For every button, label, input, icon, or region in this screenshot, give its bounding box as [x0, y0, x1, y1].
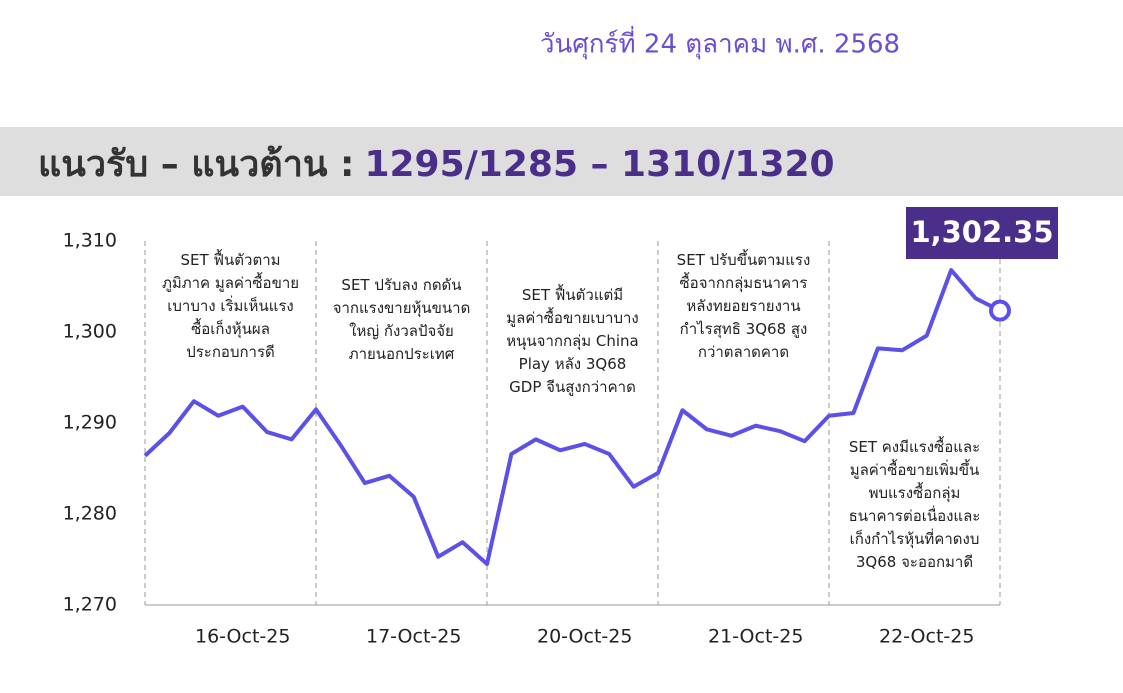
value-label-bg [906, 207, 1058, 259]
annotation-line: Play หลัง 3Q68 [519, 355, 627, 373]
annotation-line: ธนาคารต่อเนื่องและ [849, 505, 981, 525]
y-tick-label: 1,310 [63, 230, 117, 252]
annotation: SET คงมีแรงซื้อและมูลค่าซื้อขายเพิ่มขึ้น… [849, 436, 981, 571]
annotation-line: ซื้อเก็งหุ้นผล [191, 318, 270, 339]
annotation-line: ภายนอกประเทศ [349, 345, 455, 363]
banner-bg [0, 127, 1123, 196]
banner: แนวรับ – แนวต้าน :1295/1285 – 1310/1320 [38, 144, 835, 185]
annotation-line: มูลค่าซื้อขายเบาบาง [506, 307, 639, 327]
annotation-line: ประกอบการดี [186, 343, 275, 361]
x-tick-label: 17-Oct-25 [366, 626, 461, 648]
annotation-line: มูลค่าซื้อขายเพิ่มขึ้น [850, 459, 980, 479]
x-tick-label: 21-Oct-25 [708, 626, 803, 648]
annotation-line: หนุนจากกลุ่ม China [506, 332, 638, 351]
x-tick-label: 22-Oct-25 [879, 626, 974, 648]
last-point [989, 299, 1011, 322]
annotation-line: จากแรงขายหุ้นขนาด [333, 299, 471, 318]
annotation-line: SET คงมีแรงซื้อและ [849, 436, 980, 456]
annotation-line: พบแรงซื้อกลุ่ม [869, 482, 961, 503]
annotation-line: เก็งกำไรหุ้นที่คาดงบ [850, 528, 980, 549]
annotation-line: กำไรสุทธิ 3Q68 สูง [680, 320, 808, 339]
annotation-line: 3Q68 จะออกมาดี [856, 553, 973, 571]
annotation: SET ปรับลง กดดันจากแรงขายหุ้นขนาดใหญ่ กั… [333, 276, 471, 363]
y-tick-label: 1,280 [63, 503, 117, 525]
value-label: 1,302.35 [910, 215, 1053, 249]
price-line [143, 268, 1001, 567]
annotation-line: ซื้อจากกลุ่มธนาคาร [680, 272, 808, 293]
x-tick-label: 16-Oct-25 [195, 626, 290, 648]
y-tick-label: 1,300 [63, 321, 117, 343]
y-tick-label: 1,270 [63, 594, 117, 616]
date: วันศุกร์ที่ 24 ตุลาคม พ.ศ. 2568 [540, 26, 900, 60]
annotation: SET ฟื้นตัวตามภูมิภาค มูลค่าซื้อขายเบาบา… [162, 249, 299, 361]
banner-levels: 1295/1285 – 1310/1320 [364, 144, 834, 185]
annotation-line: SET ปรับขึ้นตามแรง [677, 249, 811, 269]
y-tick-label: 1,290 [63, 412, 117, 434]
x-tick-label: 20-Oct-25 [537, 626, 632, 648]
annotation-line: GDP จีนสูงกว่าคาด [509, 378, 636, 396]
annotation-line: หลังทยอยรายงาน [686, 297, 800, 315]
annotation-line: SET ฟื้นตัวตาม [180, 249, 280, 269]
annotation-line: กว่าตลาดคาด [698, 343, 789, 361]
annotation-line: ใหญ่ กังวลปัจจัย [349, 322, 454, 340]
annotation: SET ฟื้นตัวแต่มีมูลค่าซื้อขายเบาบางหนุนจ… [506, 284, 639, 396]
annotation-line: SET ฟื้นตัวแต่มี [522, 284, 623, 304]
banner-label: แนวรับ – แนวต้าน : [38, 144, 354, 185]
annotation-line: SET ปรับลง กดดัน [341, 276, 461, 294]
annotation-line: เบาบาง เริ่มเห็นแรง [167, 295, 294, 315]
annotation: SET ปรับขึ้นตามแรงซื้อจากกลุ่มธนาคารหลัง… [677, 249, 811, 361]
annotation-line: ภูมิภาค มูลค่าซื้อขาย [162, 272, 299, 292]
